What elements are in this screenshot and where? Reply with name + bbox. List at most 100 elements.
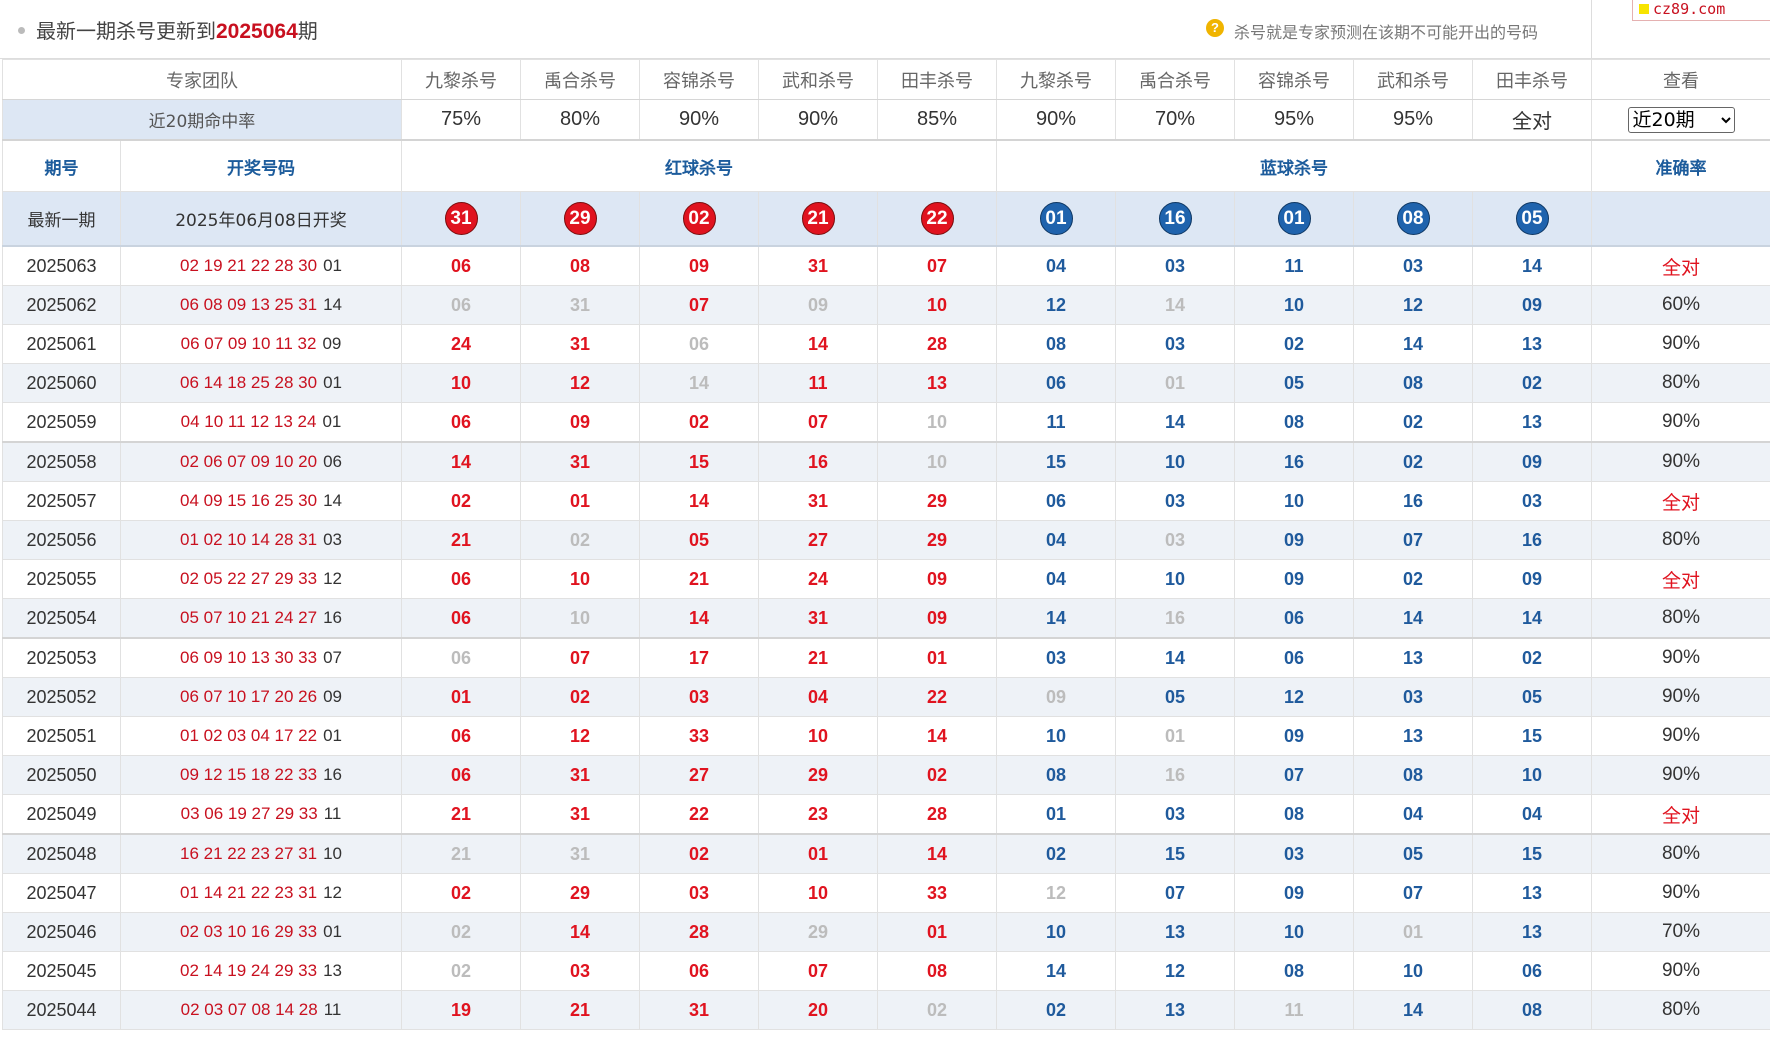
blue-kill-cell: 09 xyxy=(1472,559,1592,599)
blue-kill-cell: 10 xyxy=(1472,755,1592,795)
blue-kill-ball: 01 xyxy=(1277,202,1311,235)
blue-kill-cell: 04 xyxy=(996,559,1116,599)
hit-rate: 95% xyxy=(1234,99,1354,141)
blue-kill-cell: 01 xyxy=(1115,716,1235,756)
red-numbers: 05 07 10 21 24 27 xyxy=(180,608,318,627)
blue-kill-cell: 08 xyxy=(1234,794,1354,835)
red-kill-cell: 02 xyxy=(401,912,521,952)
red-kill-cell: 11 xyxy=(758,363,878,403)
blue-kill-cell: 14 xyxy=(1472,245,1592,286)
blue-kill-cell: 02 xyxy=(1353,441,1473,482)
red-kill-cell: 21 xyxy=(520,990,640,1030)
blue-kill-cell: 11 xyxy=(1234,990,1354,1030)
red-kill-cell: 06 xyxy=(639,951,759,991)
blue-kill-cell: 05 xyxy=(1115,677,1235,717)
blue-kill-cell: 14 xyxy=(1353,990,1473,1030)
red-kill-cell: 15 xyxy=(639,441,759,482)
blue-kill-cell: 10 xyxy=(1115,441,1235,482)
blue-kill-header: 蓝球杀号 xyxy=(996,139,1592,192)
red-kill-cell: 06 xyxy=(401,402,521,443)
hit-rate: 70% xyxy=(1115,99,1235,141)
issue-cell: 2025045 xyxy=(2,951,121,991)
red-kill-cell: 28 xyxy=(639,912,759,952)
table-row: 2025048 16 21 22 23 27 31 10 21 31 02 01 14 02 15… xyxy=(2,833,1770,874)
expert-header: 容锦杀号 xyxy=(639,59,759,100)
hit-rate: 90% xyxy=(639,99,759,141)
title-prefix: 最新一期杀号更新到 xyxy=(36,19,216,43)
hit-rate: 75% xyxy=(401,99,521,141)
blue-kill-cell: 14 xyxy=(1115,637,1235,678)
red-kill-cell: 07 xyxy=(639,285,759,325)
blue-kill-cell: 14 xyxy=(1353,598,1473,639)
latest-date: 2025年06月08日开奖 xyxy=(120,191,402,247)
blue-kill-cell: 04 xyxy=(996,520,1116,560)
blue-kill-cell: 03 xyxy=(1234,833,1354,874)
blue-kill-cell: 10 xyxy=(1234,285,1354,325)
hit-rate-row: 近20期命中率 75% 80% 90% 90% 85% 90% 70% 95% … xyxy=(2,99,1770,141)
red-kill-cell: 06 xyxy=(401,716,521,756)
blue-number: 16 xyxy=(323,765,342,784)
table-row: 2025059 04 10 11 12 13 24 01 06 09 02 07 10 11 14… xyxy=(2,402,1770,443)
red-numbers: 06 08 09 13 25 31 xyxy=(180,295,318,314)
table-row: 2025062 06 08 09 13 25 31 14 06 31 07 09 10 12 14… xyxy=(2,285,1770,325)
red-kill-cell: 09 xyxy=(758,285,878,325)
experts-label: 专家团队 xyxy=(2,59,402,100)
expert-header: 田丰杀号 xyxy=(877,59,997,100)
site-logo[interactable]: cz89.com xyxy=(1632,0,1770,21)
red-kill-cell: 28 xyxy=(877,324,997,364)
red-numbers: 02 05 22 27 29 33 xyxy=(180,569,318,588)
blue-kill-cell: 16 xyxy=(1472,520,1592,560)
red-numbers: 01 02 10 14 28 31 xyxy=(180,530,318,549)
issue-cell: 2025056 xyxy=(2,520,121,560)
red-kill-cell: 09 xyxy=(520,402,640,443)
red-kill-cell: 02 xyxy=(401,481,521,521)
expert-header: 武和杀号 xyxy=(758,59,878,100)
accuracy-cell: 90% xyxy=(1591,716,1770,756)
blue-number: 01 xyxy=(322,412,342,431)
issue-cell: 2025059 xyxy=(2,402,121,443)
red-kill-cell: 29 xyxy=(758,755,878,795)
table-row: 2025049 03 06 19 27 29 33 11 21 31 22 23 28 01 03… xyxy=(2,794,1770,835)
red-kill-cell: 14 xyxy=(758,324,878,364)
draw-numbers-cell: 03 06 19 27 29 33 11 xyxy=(120,794,402,835)
blue-kill-cell: 03 xyxy=(1353,677,1473,717)
red-kill-cell: 21 xyxy=(639,559,759,599)
blue-kill-cell: 16 xyxy=(1115,755,1235,795)
red-kill-cell: 33 xyxy=(877,873,997,913)
red-kill-cell: 24 xyxy=(401,324,521,364)
red-kill-cell: 02 xyxy=(401,951,521,991)
blue-kill-cell: 09 xyxy=(1234,520,1354,560)
blue-kill-cell: 05 xyxy=(1472,677,1592,717)
blue-kill-cell: 12 xyxy=(1353,285,1473,325)
blue-kill-cell: 02 xyxy=(1472,637,1592,678)
draw-numbers-cell: 02 06 07 09 10 20 06 xyxy=(120,441,402,482)
red-kill-ball: 21 xyxy=(801,202,835,235)
blue-kill-cell: 02 xyxy=(1353,402,1473,443)
history-rows: 2025063 02 19 21 22 28 30 01 06 08 09 31 07 04 03… xyxy=(2,245,1770,1030)
accuracy-cell: 90% xyxy=(1591,441,1770,482)
blue-kill-cell: 08 xyxy=(1234,951,1354,991)
red-kill-cell: 06 xyxy=(401,285,521,325)
accuracy-cell: 全对 xyxy=(1591,245,1770,286)
issue-cell: 2025057 xyxy=(2,481,121,521)
red-kill-cell: 23 xyxy=(758,794,878,835)
red-kill-cell: 01 xyxy=(520,481,640,521)
red-numbers: 06 09 10 13 30 33 xyxy=(180,648,318,667)
blue-kill-cell: 13 xyxy=(1472,873,1592,913)
red-kill-cell: 21 xyxy=(401,833,521,874)
table-row: 2025052 06 07 10 17 20 26 09 01 02 03 04 22 09 05… xyxy=(2,677,1770,717)
blue-kill-cell: 06 xyxy=(996,363,1116,403)
period-select[interactable]: 近20期 xyxy=(1627,106,1735,133)
table-row: 2025053 06 09 10 13 30 33 07 06 07 17 21 01 03 14… xyxy=(2,637,1770,678)
red-kill-cell: 19 xyxy=(401,990,521,1030)
blue-kill-cell: 16 xyxy=(1115,598,1235,639)
blue-kill-cell: 02 xyxy=(996,990,1116,1030)
blue-kill-cell: 02 xyxy=(1353,559,1473,599)
blue-kill-cell: 13 xyxy=(1472,402,1592,443)
blue-kill-cell: 12 xyxy=(996,285,1116,325)
red-kill-cell: 07 xyxy=(758,402,878,443)
draw-numbers-cell: 01 02 10 14 28 31 03 xyxy=(120,520,402,560)
red-kill-cell: 08 xyxy=(520,245,640,286)
top-bar: 最新一期杀号更新到2025064期 ? 杀号就是专家预测在该期不可能开出的号码 … xyxy=(0,0,1770,59)
blue-kill-cell: 14 xyxy=(1115,402,1235,443)
